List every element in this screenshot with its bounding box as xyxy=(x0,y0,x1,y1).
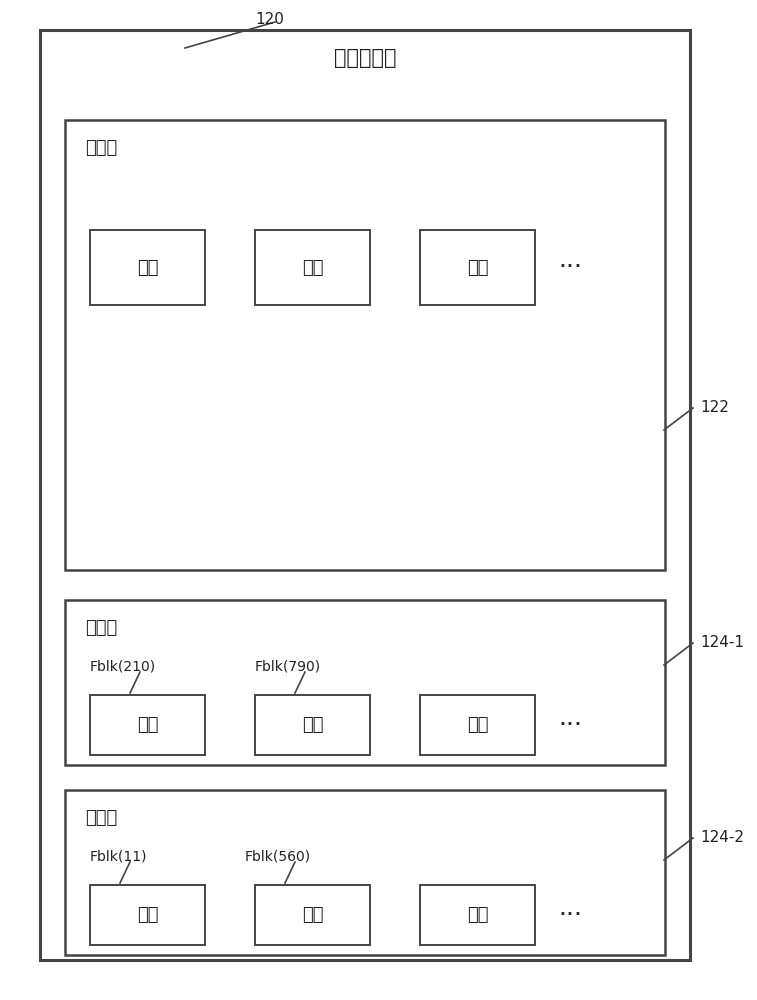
Text: Fblk(210): Fblk(210) xyxy=(90,660,156,674)
Text: Fblk(11): Fblk(11) xyxy=(90,850,148,864)
Text: 区块: 区块 xyxy=(467,258,488,276)
Text: 120: 120 xyxy=(256,12,285,27)
Text: ···: ··· xyxy=(558,255,582,279)
Text: ···: ··· xyxy=(558,713,582,737)
Text: 区块: 区块 xyxy=(137,258,158,276)
Bar xyxy=(420,885,535,945)
Bar xyxy=(65,600,665,765)
Bar xyxy=(255,230,370,305)
Text: 区块: 区块 xyxy=(302,906,323,924)
Bar xyxy=(255,885,370,945)
Bar xyxy=(420,695,535,755)
Bar xyxy=(65,120,665,570)
Text: ···: ··· xyxy=(558,903,582,927)
Text: 区块: 区块 xyxy=(467,906,488,924)
Text: 122: 122 xyxy=(700,400,729,415)
Text: 区块: 区块 xyxy=(467,716,488,734)
Text: Fblk(790): Fblk(790) xyxy=(255,660,321,674)
Text: 资料区: 资料区 xyxy=(85,139,117,157)
Text: 124-2: 124-2 xyxy=(700,830,744,845)
Text: 124-1: 124-1 xyxy=(700,635,744,650)
Bar xyxy=(40,30,690,960)
Text: 区块: 区块 xyxy=(302,258,323,276)
Bar xyxy=(90,230,205,305)
Bar xyxy=(65,790,665,955)
Text: 备用区: 备用区 xyxy=(85,619,117,637)
Bar xyxy=(420,230,535,305)
Bar xyxy=(90,885,205,945)
Text: 快闪记忆体: 快闪记忆体 xyxy=(334,48,396,68)
Bar xyxy=(90,695,205,755)
Text: 区块: 区块 xyxy=(137,906,158,924)
Text: 区块: 区块 xyxy=(302,716,323,734)
Bar xyxy=(255,695,370,755)
Text: 区块: 区块 xyxy=(137,716,158,734)
Text: Fblk(560): Fblk(560) xyxy=(245,850,311,864)
Text: 备用区: 备用区 xyxy=(85,809,117,827)
